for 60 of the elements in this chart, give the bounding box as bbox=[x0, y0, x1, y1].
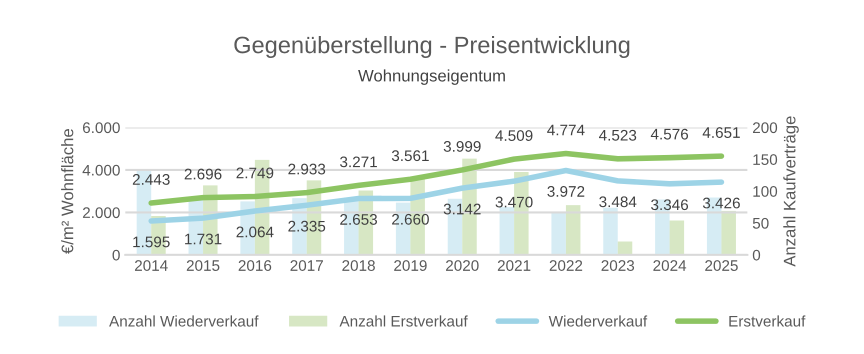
y-tick-label: 2.000 bbox=[82, 207, 120, 218]
data-label: 1.595 bbox=[133, 236, 170, 248]
data-label: 4.509 bbox=[495, 130, 532, 141]
x-tick-label: 2019 bbox=[394, 260, 427, 271]
y-tick-label: 4.000 bbox=[82, 164, 120, 176]
x-tick-label: 2017 bbox=[290, 260, 323, 271]
data-label: 4.651 bbox=[702, 127, 740, 138]
y2-axis-title: Anzahl Kaufverträge bbox=[783, 116, 799, 267]
data-label: 3.561 bbox=[392, 150, 429, 162]
data-label: 3.142 bbox=[444, 204, 481, 214]
x-tick-label: 2015 bbox=[186, 260, 220, 271]
x-tick-label: 2025 bbox=[705, 260, 738, 271]
data-label: 3.470 bbox=[496, 196, 533, 208]
bar bbox=[618, 242, 632, 255]
data-label: 2.660 bbox=[392, 214, 429, 225]
data-label: 2.933 bbox=[288, 164, 326, 174]
data-label: 2.749 bbox=[236, 168, 274, 178]
y-tick-label: 0 bbox=[112, 250, 120, 261]
data-label: 4.523 bbox=[598, 130, 636, 141]
x-tick-label: 2023 bbox=[602, 260, 634, 271]
legend-label: Wiederverkauf bbox=[548, 315, 648, 327]
data-label: 3.972 bbox=[547, 186, 584, 197]
data-label: 4.774 bbox=[547, 124, 585, 136]
data-label: 3.271 bbox=[340, 156, 377, 168]
legend-label: Anzahl Erstverkauf bbox=[339, 315, 468, 327]
y2-tick-label: 100 bbox=[753, 186, 778, 197]
y2-tick-label: 0 bbox=[752, 250, 760, 261]
data-label: 4.576 bbox=[650, 128, 688, 140]
data-label: 2.064 bbox=[236, 226, 274, 238]
data-label: 3.426 bbox=[702, 198, 740, 208]
x-tick-label: 2020 bbox=[446, 260, 479, 271]
bar bbox=[551, 212, 566, 255]
y-axis-title: €/m² Wohnfläche bbox=[61, 129, 74, 254]
bar bbox=[566, 205, 580, 255]
data-label: 1.731 bbox=[185, 234, 222, 244]
data-label: 3.484 bbox=[599, 196, 636, 208]
x-tick-label: 2024 bbox=[653, 260, 686, 271]
x-tick-label: 2021 bbox=[498, 260, 530, 271]
y2-tick-label: 50 bbox=[752, 218, 769, 229]
x-tick-label: 2022 bbox=[550, 260, 582, 271]
bar bbox=[500, 207, 514, 255]
data-label: 3.346 bbox=[651, 199, 688, 210]
data-label: 2.335 bbox=[288, 220, 326, 232]
x-tick-label: 2016 bbox=[238, 260, 272, 271]
bar bbox=[603, 208, 618, 255]
legend-label: Erstverkauf bbox=[729, 315, 806, 327]
y2-tick-label: 200 bbox=[752, 122, 778, 134]
data-label: 2.443 bbox=[132, 174, 170, 185]
bar bbox=[670, 220, 684, 255]
data-label: 2.696 bbox=[184, 168, 222, 180]
chart-title: Gegenüberstellung - Preisentwicklung bbox=[234, 36, 630, 58]
data-label: 3.999 bbox=[444, 141, 481, 152]
legend-label: Anzahl Wiederverkauf bbox=[109, 315, 259, 327]
x-tick-label: 2014 bbox=[134, 260, 168, 271]
x-tick-label: 2018 bbox=[342, 260, 375, 271]
y-tick-label: 6.000 bbox=[82, 122, 120, 134]
data-label: 2.653 bbox=[340, 214, 378, 225]
chart-subtitle: Wohnungseigentum bbox=[358, 69, 505, 85]
bar bbox=[721, 210, 736, 255]
y2-tick-label: 150 bbox=[753, 154, 778, 165]
